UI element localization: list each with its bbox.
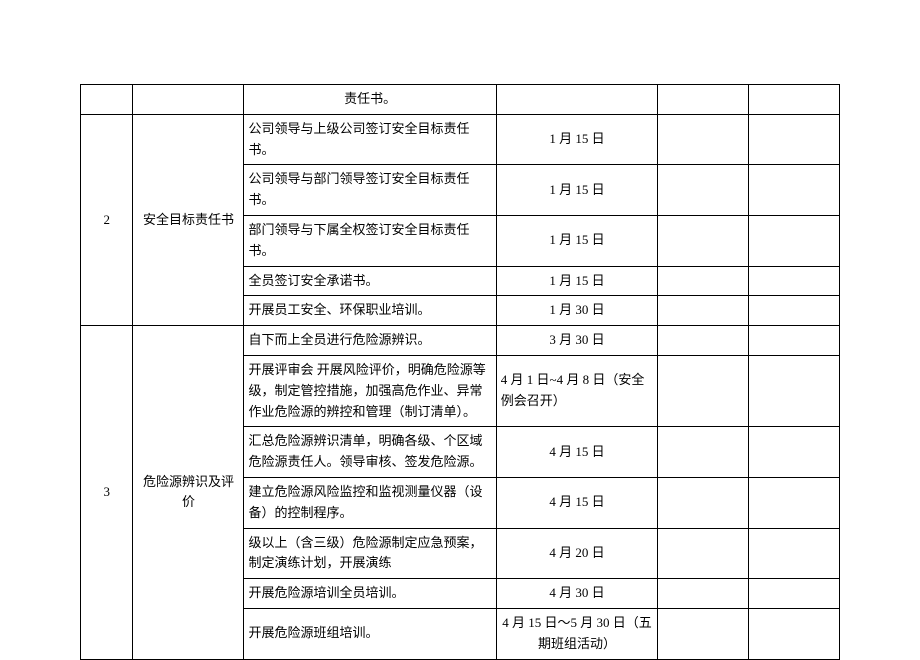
cell-blank: [658, 427, 749, 478]
cell-blank: [749, 215, 840, 266]
cell-blank: [658, 114, 749, 165]
cell-desc: 建立危险源风险监控和监视测量仪器（设备）的控制程序。: [244, 477, 496, 528]
cell-blank: [749, 114, 840, 165]
cell-desc: 汇总危险源辨识清单，明确各级、个区域危险源责任人。领导审核、签发危险源。: [244, 427, 496, 478]
cell-date: 4 月 15 日: [496, 427, 657, 478]
cell-desc: 责任书。: [244, 85, 496, 115]
cell-date: 4 月 15 日～5 月 30 日（五期班组活动）: [496, 608, 657, 659]
cell-num: [81, 85, 133, 115]
cell-date: 3 月 30 日: [496, 326, 657, 356]
cell-blank: [749, 477, 840, 528]
cell-blank: [658, 165, 749, 216]
cell-blank: [749, 296, 840, 326]
cell-date: 1 月 15 日: [496, 165, 657, 216]
cell-date: 1 月 15 日: [496, 114, 657, 165]
cell-title: [133, 85, 244, 115]
cell-date: 4 月 15 日: [496, 477, 657, 528]
cell-blank: [749, 355, 840, 426]
cell-desc: 公司领导与上级公司签订安全目标责任书。: [244, 114, 496, 165]
cell-blank: [658, 528, 749, 579]
cell-blank: [658, 477, 749, 528]
cell-blank: [658, 85, 749, 115]
cell-blank: [658, 215, 749, 266]
cell-blank: [658, 608, 749, 659]
cell-blank: [749, 608, 840, 659]
cell-blank: [658, 326, 749, 356]
table-row: 2 安全目标责任书 公司领导与上级公司签订安全目标责任书。 1 月 15 日: [81, 114, 840, 165]
cell-desc: 公司领导与部门领导签订安全目标责任书。: [244, 165, 496, 216]
table-row: 3 危险源辨识及评价 自下而上全员进行危险源辨识。 3 月 30 日: [81, 326, 840, 356]
cell-blank: [749, 326, 840, 356]
cell-blank: [749, 528, 840, 579]
cell-date: [496, 85, 657, 115]
cell-date: 1 月 15 日: [496, 215, 657, 266]
cell-blank: [658, 296, 749, 326]
cell-desc: 开展危险源培训全员培训。: [244, 579, 496, 609]
cell-blank: [749, 85, 840, 115]
cell-blank: [749, 266, 840, 296]
cell-desc: 部门领导与下属全权签订安全目标责任书。: [244, 215, 496, 266]
cell-desc: 级以上（含三级）危险源制定应急预案，制定演练计划，开展演练: [244, 528, 496, 579]
cell-desc: 开展员工安全、环保职业培训。: [244, 296, 496, 326]
cell-date: 1 月 30 日: [496, 296, 657, 326]
cell-date: 1 月 15 日: [496, 266, 657, 296]
cell-desc: 自下而上全员进行危险源辨识。: [244, 326, 496, 356]
cell-title: 安全目标责任书: [133, 114, 244, 325]
cell-blank: [658, 355, 749, 426]
cell-blank: [749, 427, 840, 478]
table-row: 责任书。: [81, 85, 840, 115]
cell-num: 3: [81, 326, 133, 659]
cell-desc: 全员签订安全承诺书。: [244, 266, 496, 296]
cell-blank: [658, 579, 749, 609]
cell-blank: [749, 579, 840, 609]
cell-num: 2: [81, 114, 133, 325]
cell-desc: 开展评审会 开展风险评价，明确危险源等级，制定管控措施，加强高危作业、异常作业危…: [244, 355, 496, 426]
cell-blank: [658, 266, 749, 296]
cell-date: 4 月 30 日: [496, 579, 657, 609]
cell-desc: 开展危险源班组培训。: [244, 608, 496, 659]
cell-date: 4 月 20 日: [496, 528, 657, 579]
cell-blank: [749, 165, 840, 216]
schedule-table: 责任书。 2 安全目标责任书 公司领导与上级公司签订安全目标责任书。 1 月 1…: [80, 84, 840, 660]
cell-title: 危险源辨识及评价: [133, 326, 244, 659]
cell-date: 4 月 1 日~4 月 8 日（安全例会召开）: [496, 355, 657, 426]
